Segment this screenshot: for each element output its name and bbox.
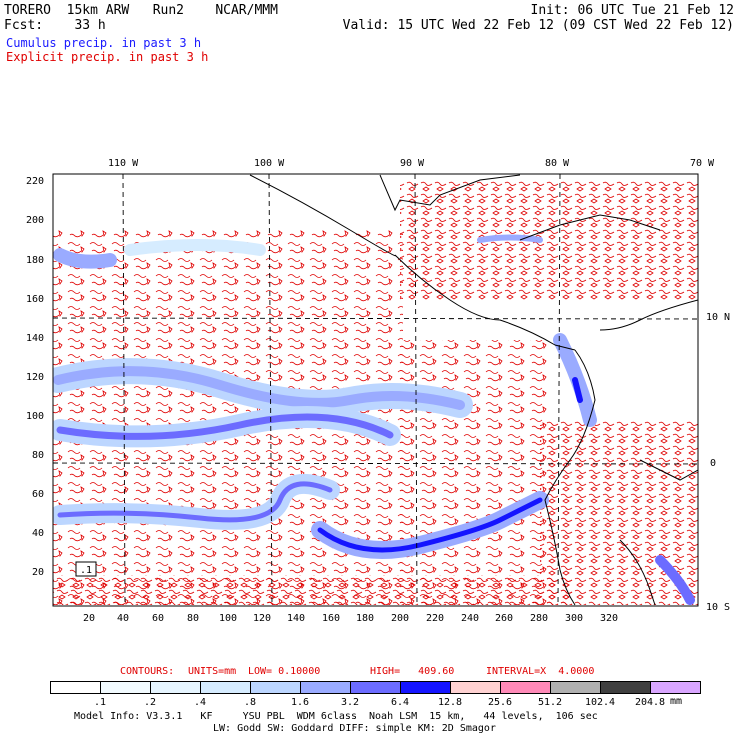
- lat-lon-grid: [53, 174, 698, 606]
- colorbar-label: 1.6: [290, 697, 310, 708]
- contours-units: UNITS=mm: [188, 666, 237, 677]
- colorbar-swatch: [550, 681, 601, 694]
- forecast-hour: Fcst: 33 h: [4, 18, 106, 33]
- y-tick: 100: [26, 411, 45, 422]
- x-tick: 200: [391, 613, 410, 624]
- lon-label-110w: 110 W: [108, 158, 139, 169]
- lat-label-0: 0: [710, 458, 717, 469]
- x-tick: 300: [565, 613, 584, 624]
- lon-label-100w: 100 W: [254, 158, 285, 169]
- y-tick: 220: [26, 176, 45, 187]
- x-tick: 20: [83, 613, 96, 624]
- lon-label-80w: 80 W: [545, 158, 570, 169]
- colorbar-label: 3.2: [340, 697, 360, 708]
- point-label-box: [75, 561, 97, 577]
- colorbar-label: 204.8: [634, 697, 666, 708]
- colorbar-swatch: [300, 681, 351, 694]
- contours-label: CONTOURS:: [120, 666, 175, 677]
- contours-low: LOW= 0.10000: [248, 666, 321, 677]
- y-tick: 160: [26, 294, 45, 305]
- y-tick: 140: [26, 333, 45, 344]
- model-title: TORERO 15km ARW Run2 NCAR/MMM: [4, 3, 278, 18]
- colorbar-swatch: [350, 681, 401, 694]
- y-tick: 40: [32, 528, 45, 539]
- field-label-cumulus: Cumulus precip. in past 3 h: [6, 36, 202, 50]
- x-tick: 220: [426, 613, 445, 624]
- lon-label-90w: 90 W: [400, 158, 425, 169]
- valid-time: Valid: 15 UTC Wed 22 Feb 12 (09 CST Wed …: [342, 18, 734, 33]
- x-tick: 180: [356, 613, 375, 624]
- x-tick: 100: [219, 613, 238, 624]
- physics-info: LW: Godd SW: Goddard DIFF: simple KM: 2D…: [213, 723, 496, 734]
- y-tick: 80: [32, 450, 45, 461]
- map-frame: [52, 173, 699, 607]
- y-tick: 60: [32, 489, 45, 500]
- x-tick: 60: [152, 613, 165, 624]
- y-tick: 120: [26, 372, 45, 383]
- colorbar-swatch: [500, 681, 551, 694]
- colorbar-label: .8: [243, 697, 257, 708]
- cumulus-precip-bands: [53, 234, 695, 605]
- colorbar-swatch: [600, 681, 651, 694]
- colorbar-label: 25.6: [487, 697, 513, 708]
- contours-high: HIGH= 409.60: [370, 666, 455, 677]
- x-tick: 240: [461, 613, 480, 624]
- x-tick: 40: [117, 613, 130, 624]
- lat-label-10n: 10 N: [706, 312, 731, 323]
- field-label-explicit: Explicit precip. in past 3 h: [6, 50, 209, 64]
- point-label: .1: [80, 565, 92, 576]
- contours-interval: INTERVAL=X 4.0000: [486, 666, 595, 677]
- coastlines: [249, 174, 698, 606]
- colorbar-label: 6.4: [390, 697, 410, 708]
- colorbar-swatch: [50, 681, 101, 694]
- colorbar-swatch: [100, 681, 151, 694]
- x-tick: 280: [530, 613, 549, 624]
- colorbar-unit: mm: [670, 696, 683, 707]
- y-tick: 20: [32, 567, 45, 578]
- y-tick: 180: [26, 255, 45, 266]
- x-tick: 140: [287, 613, 306, 624]
- colorbar-swatch: [150, 681, 201, 694]
- explicit-precip-contours: [53, 180, 698, 605]
- x-tick: 120: [253, 613, 272, 624]
- colorbar-swatch: [650, 681, 701, 694]
- x-tick: 260: [495, 613, 514, 624]
- x-tick: 160: [322, 613, 341, 624]
- x-tick: 80: [187, 613, 200, 624]
- colorbar-swatch: [250, 681, 301, 694]
- colorbar-swatch: [200, 681, 251, 694]
- colorbar-swatch: [400, 681, 451, 694]
- lat-label-10s: 10 S: [706, 602, 731, 613]
- model-info: Model Info: V3.3.1 KF YSU PBL WDM 6class…: [74, 711, 598, 722]
- colorbar-label: 102.4: [584, 697, 616, 708]
- y-tick: 200: [26, 215, 45, 226]
- x-tick: 320: [600, 613, 619, 624]
- init-time: Init: 06 UTC Tue 21 Feb 12: [530, 3, 735, 18]
- lon-label-70w: 70 W: [690, 158, 715, 169]
- colorbar-label: .2: [143, 697, 157, 708]
- colorbar-label: .1: [93, 697, 107, 708]
- colorbar-label: 12.8: [437, 697, 463, 708]
- colorbar-label: .4: [193, 697, 207, 708]
- colorbar-swatch: [450, 681, 501, 694]
- colorbar-label: 51.2: [537, 697, 563, 708]
